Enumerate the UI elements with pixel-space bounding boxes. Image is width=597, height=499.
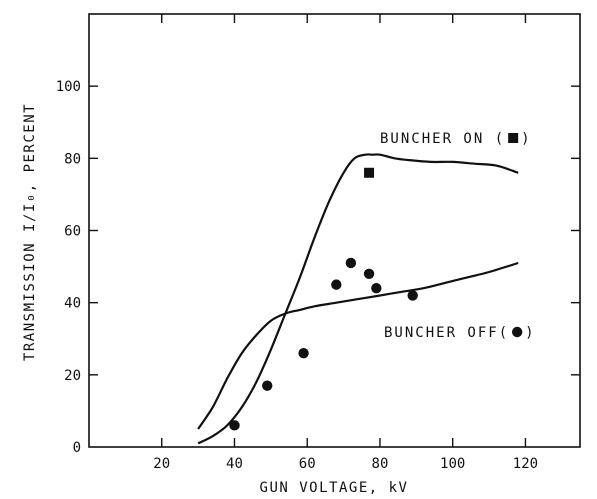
y-tick-label: 80 [64,151,81,167]
plot-frame [88,13,581,448]
x-tick-label: 80 [372,456,389,472]
y-axis: 0 20 40 60 80 100 [56,79,580,456]
annotations: BUNCHER ON () BUNCHER OFF() [380,131,535,341]
y-tick-label: 0 [73,440,81,456]
data-point-circle [229,420,240,431]
x-tick-label: 100 [440,456,465,472]
data-point-circle [262,380,273,391]
data-point-circle [331,279,342,290]
y-axis-label: TRANSMISSION I/I₀, PERCENT [22,103,38,361]
points-group [229,167,418,431]
x-tick-label: 20 [153,456,170,472]
data-point-square [364,167,375,178]
annotation-marker-square [508,133,519,143]
annotation-close: ) [521,131,531,147]
annotation-label: BUNCHER ON ( [380,131,505,147]
y-tick-label: 40 [64,296,81,312]
x-tick-label: 60 [299,456,316,472]
data-point-circle [363,268,375,279]
annotation-label: BUNCHER OFF( [384,325,509,341]
y-tick-label: 100 [56,79,81,95]
y-tick-label: 20 [64,368,81,384]
x-axis-label: GUN VOLTAGE, kV [260,480,409,496]
x-tick-label: 120 [513,456,538,472]
x-axis: 20 40 60 80 100 120 [153,14,538,472]
data-point-circle [298,347,309,359]
annotation-close: ) [525,325,535,341]
series-group [197,153,519,445]
series-line-0 [197,153,519,445]
series-line-1 [197,261,519,430]
data-point-circle [407,290,418,301]
data-point-circle [371,283,382,294]
annotation-marker-circle [511,326,523,338]
data-point-circle [345,257,357,269]
x-tick-label: 40 [226,456,243,472]
y-tick-label: 60 [64,224,81,240]
